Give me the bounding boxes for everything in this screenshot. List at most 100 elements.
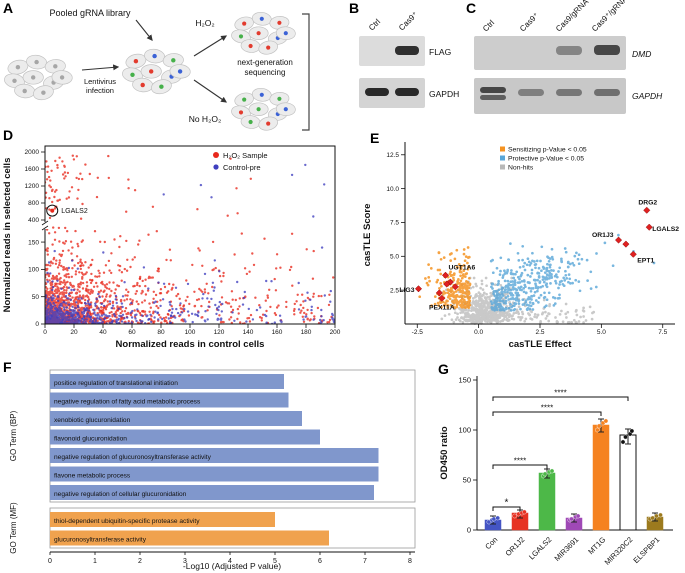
y-tick-label: 800 [28,200,39,207]
x-tick-label: 7.5 [658,329,667,336]
replicate-dot [575,513,581,519]
cell-nucleus [248,119,253,125]
x-tick-label: 140 [243,329,254,336]
axis-ticks: 400 800 1200 1600 2000 0 50 100 150 0 20 40 60 80 100 1… [25,149,341,336]
replicate-dot [512,513,517,519]
h2o2-label: H₂O₂ [195,18,214,28]
gapdh-band-1 [365,88,389,96]
cell-nucleus [266,121,271,126]
x-tick-label: 5 [273,558,277,565]
go-bar-label: positice regulation of translational ini… [54,380,178,387]
x-tick-label: 3 [183,558,187,565]
category-label: OR1J2 [504,535,527,558]
cell-nucleus [22,88,27,94]
panel-g-letter: G [438,361,449,377]
go-bar-label: negative regulation of cellular glucuron… [54,491,187,498]
go-group: GO Term (MF) thiol-dependent ubiquitin-sp… [9,502,416,554]
replicate-dot [542,471,548,477]
hit-diamond [443,280,451,288]
panel-a-schematic: Pooled gRNA library Lentivirus infection… [4,8,310,131]
bar-group: OR1J2 [504,509,529,558]
replicate-dot [629,428,635,434]
cell-nucleus [238,110,244,115]
gapdh-band-lane1a [480,87,506,93]
pooled-arrow [135,19,153,41]
h2o2-treated-cell-cluster [231,11,296,55]
dmd-band-lane3 [556,46,582,55]
go-bar-label: negative regulation of glucuronosyltrans… [54,454,212,461]
x-tick-label: 6 [318,558,322,565]
axis-ticks: -2.5 0.0 2.5 5.0 7.5 2.5 5.0 7.5 10.0 12.5 [386,152,667,336]
panel-f-go-bars: -Log10 (Adjusted P value) 0 1 2 3 4 5 6 7 8 GO Te… [9,369,416,571]
legend-label-control: Control-pre [223,163,261,172]
go-bar-label: thiol-dependent ubiquitin-specific prote… [54,518,200,525]
replicate-dot [658,512,663,518]
y-axis-title: casTLE Score [362,204,373,267]
cell-nucleus [248,43,253,49]
x-tick-label: 8 [408,558,412,565]
replicate-dot [603,418,609,424]
x-axis-title: Normalized reads in control cells [116,339,265,350]
gapdh-band-2 [395,88,419,96]
cell-nucleus [256,107,261,112]
scatter-points [45,154,335,324]
pooled-grna-label: Pooled gRNA library [49,8,131,18]
hit-diamond [414,285,423,293]
replicate-dot [596,423,602,429]
bar-group: MIR3691 [553,513,583,563]
hit-diamond [629,250,637,258]
replicate-dot [650,515,655,521]
category-label: LGALS2 [527,535,553,561]
legend-e: Sensitizing p-Value < 0.05 Protective p-… [500,146,587,172]
lane-label-ctrl: Ctrl [367,17,382,32]
dmd-label: DMD [632,49,651,59]
x-ticks: 0 1 2 3 4 5 6 7 8 [48,552,412,565]
cell-nucleus [15,64,21,70]
ngs-label-1: next-generation [237,58,293,67]
cell-nucleus [256,31,261,36]
x-tick-label: 2 [138,558,142,565]
hit-markers: UGT1A6 LIG3 PEX11A DRG2 LGALS2 OR1J3 EPT1 [399,199,679,311]
lane-label-cas9-grna-a: Cas9/gRNA [554,0,591,33]
go-bar [50,411,302,426]
panel-c-gel: Ctrl Cas9⁺ Cas9/gRNA Cas9⁺/gRNA DMD GAPD… [474,0,663,114]
cell-nucleus [277,20,282,25]
replicate-dot [491,516,497,522]
bar-group: Con [483,515,502,551]
bar-group: LGALS2 [527,468,556,561]
x-tick-label: -2.5 [412,329,424,336]
cell-nucleus [152,53,157,59]
cell-nucleus [41,90,46,95]
sequencing-bracket [302,13,310,131]
cell-nucleus [266,45,271,50]
panel-e-volcano: Sensitizing p-Value < 0.05 Protective p-… [362,142,679,350]
legend-label-protective: Protective p-Value < 0.05 [508,156,584,163]
y-tick-label: 150 [28,239,39,246]
y-axis-title: Normalized reads in selected cells [2,158,13,313]
legend-marker-sensitizing [500,146,505,152]
legend-label-nonhits: Non-hits [508,165,534,172]
hit-label: LIG3 [399,287,414,294]
od450-bar [538,472,556,531]
hit-diamond [645,223,653,231]
lentivirus-arrow [81,64,120,71]
y-tick-label: 0 [467,526,471,535]
x-tick-label: 160 [272,329,283,336]
panel-a-letter: A [3,0,14,16]
replicate-dot [495,515,501,521]
y-tick-label: 2.5 [390,287,399,294]
category-label: Con [483,535,499,551]
x-tick-label: 0 [48,558,52,565]
x-tick-label: 1 [93,558,97,565]
x-tick-label: 2.5 [535,329,544,336]
cell-nucleus [59,75,65,80]
replicate-dot [623,434,628,440]
hit-diamond [643,206,651,214]
replicate-dot [620,439,626,445]
control-lower-spread [45,246,335,324]
panel-f-letter: F [3,359,12,375]
cell-nucleus [130,72,135,78]
replicate-dot [549,468,555,474]
y-tick-label: 1200 [25,183,40,190]
